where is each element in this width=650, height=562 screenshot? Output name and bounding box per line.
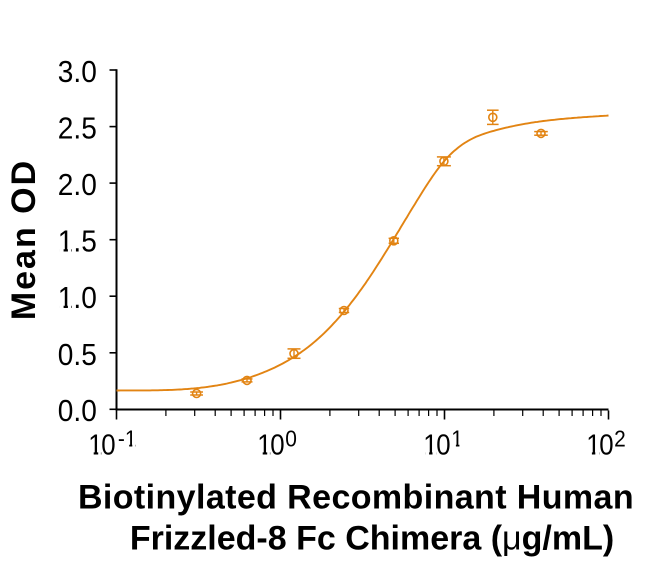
svg-text:2.0: 2.0: [58, 168, 97, 202]
svg-text:Biotinylated Recombinant Human: Biotinylated Recombinant Human: [78, 479, 634, 517]
svg-text:Frizzled-8 Fc Chimera (μg/mL): Frizzled-8 Fc Chimera (μg/mL): [130, 520, 614, 558]
svg-text:0.0: 0.0: [58, 394, 97, 428]
svg-text:3.0: 3.0: [58, 55, 97, 89]
svg-text:1.0: 1.0: [58, 281, 97, 315]
svg-text:0.5: 0.5: [58, 338, 97, 372]
svg-text:1.5: 1.5: [58, 225, 97, 259]
svg-text:2.5: 2.5: [58, 111, 97, 145]
svg-text:Mean OD: Mean OD: [5, 159, 43, 320]
